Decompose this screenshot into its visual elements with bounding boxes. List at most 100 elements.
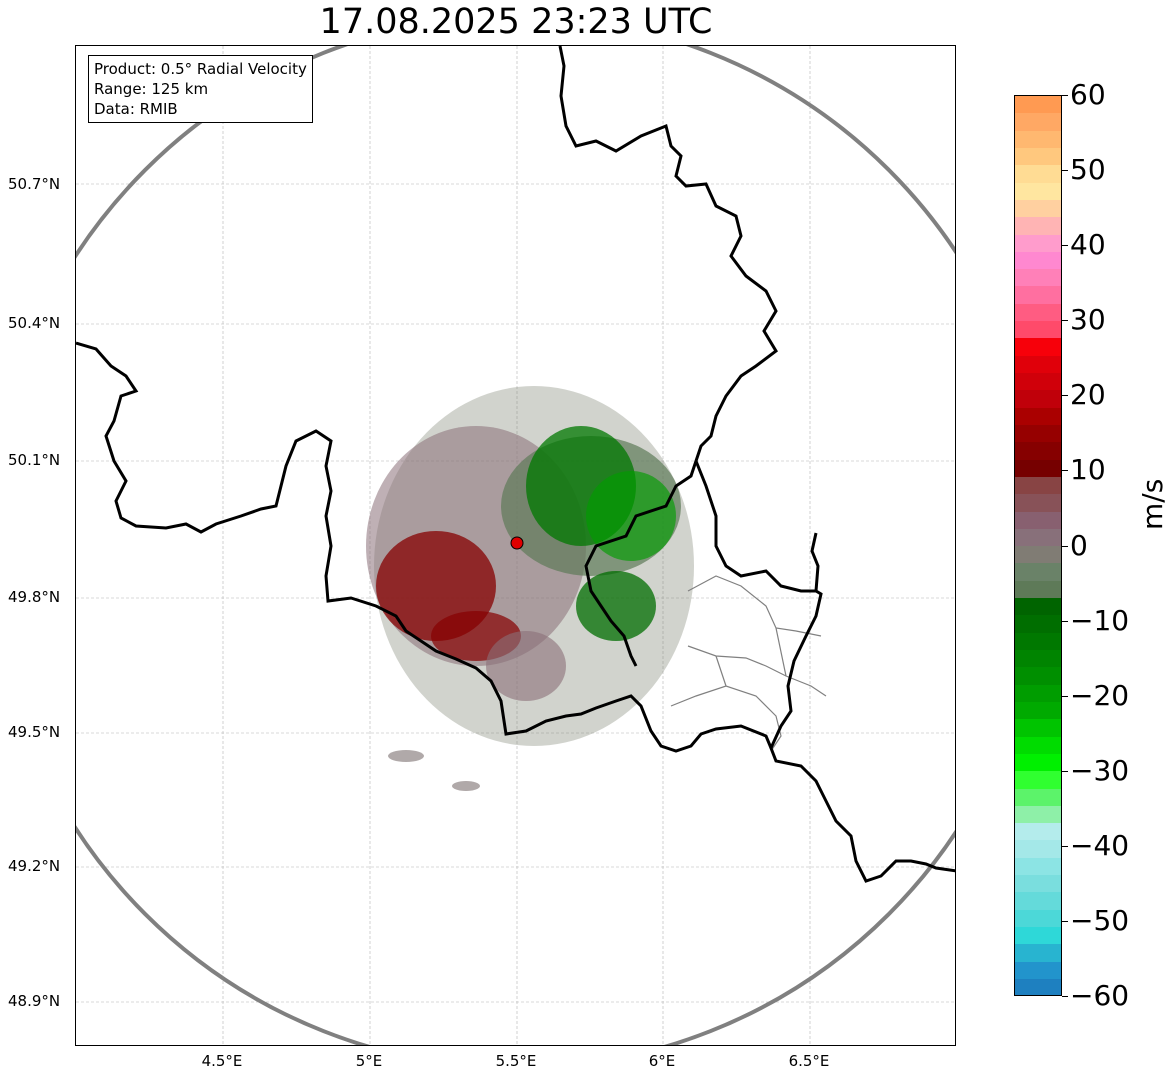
- colorbar-segment: [1015, 130, 1061, 148]
- lat-label-49-2: 49.2°N: [8, 857, 61, 875]
- colorbar-segment: [1015, 615, 1061, 633]
- colorbar-tick-label: 60: [1070, 78, 1106, 111]
- colorbar-segment: [1015, 736, 1061, 754]
- colorbar-segment: [1015, 165, 1061, 183]
- colorbar-segment: [1015, 857, 1061, 876]
- lon-label-5-5: 5.5°E: [495, 1052, 537, 1070]
- colorbar-tick-label: −40: [1070, 828, 1130, 862]
- colorbar-segment: [1015, 961, 1061, 979]
- colorbar-segment: [1015, 701, 1061, 720]
- colorbar-tick: [1062, 545, 1068, 547]
- colorbar-segment: [1015, 476, 1061, 495]
- colorbar-tick-label: −30: [1070, 753, 1130, 787]
- colorbar-segment: [1015, 407, 1061, 425]
- colorbar-segment: [1015, 338, 1061, 356]
- colorbar-tick-label: −50: [1070, 903, 1130, 937]
- lat-label-50-4: 50.4°N: [8, 314, 61, 332]
- colorbar-segment: [1015, 719, 1061, 737]
- colorbar-segment: [1015, 944, 1061, 962]
- colorbar-segment: [1015, 632, 1061, 650]
- colorbar-tick: [1062, 95, 1068, 96]
- colorbar-tick-label: 20: [1070, 378, 1106, 412]
- colorbar-segment: [1015, 373, 1061, 391]
- colorbar-tick-label: 0: [1070, 528, 1088, 562]
- colorbar-tick: [1062, 245, 1068, 247]
- colorbar-tick: [1062, 920, 1068, 922]
- colorbar-segment: [1015, 840, 1061, 858]
- colorbar-segment: [1015, 667, 1061, 685]
- colorbar-segment: [1015, 909, 1061, 927]
- colorbar-unit: m/s: [1136, 478, 1169, 530]
- colorbar-segment: [1015, 113, 1061, 131]
- colorbar-segment: [1015, 424, 1061, 443]
- colorbar-tick: [1062, 470, 1068, 472]
- lon-label-6: 6°E: [648, 1052, 676, 1070]
- radar-site-marker[interactable]: [510, 536, 524, 550]
- colorbar-segment: [1015, 563, 1061, 581]
- radar-map[interactable]: [75, 45, 956, 1046]
- colorbar-segment: [1015, 875, 1061, 893]
- lat-label-49-5: 49.5°N: [8, 723, 61, 741]
- info-legend-box: Product: 0.5° Radial Velocity Range: 125…: [88, 55, 313, 123]
- colorbar-segment: [1015, 892, 1061, 910]
- info-source: Data: RMIB: [94, 100, 178, 118]
- colorbar-segment: [1015, 927, 1061, 945]
- velocity-colorbar: [1014, 95, 1062, 996]
- colorbar-segment: [1015, 251, 1061, 270]
- colorbar-segment: [1015, 771, 1061, 789]
- colorbar-segment: [1015, 528, 1061, 547]
- map-canvas: [76, 46, 955, 1045]
- colorbar-segment: [1015, 199, 1061, 218]
- colorbar-tick: [1062, 395, 1068, 397]
- colorbar-tick: [1062, 845, 1068, 847]
- colorbar-segment: [1015, 217, 1061, 235]
- colorbar-tick-label: 40: [1070, 228, 1106, 262]
- map-title: 17.08.2025 23:23 UTC: [319, 2, 713, 42]
- colorbar-segment: [1015, 494, 1061, 512]
- colorbar-segment: [1015, 598, 1061, 616]
- lat-label-50-1: 50.1°N: [8, 451, 61, 469]
- colorbar-segment: [1015, 650, 1061, 668]
- colorbar-segment: [1015, 753, 1061, 772]
- lat-label-50-7: 50.7°N: [8, 175, 61, 193]
- colorbar-tick-label: −20: [1070, 678, 1130, 712]
- colorbar-segment: [1015, 355, 1061, 373]
- province-boundaries: [670, 575, 827, 752]
- lat-label-49-8: 49.8°N: [8, 588, 61, 606]
- lat-label-48-9: 48.9°N: [8, 992, 61, 1010]
- colorbar-segment: [1015, 303, 1061, 322]
- colorbar-segment: [1015, 442, 1061, 460]
- colorbar-segment: [1015, 286, 1061, 304]
- colorbar-segment: [1015, 580, 1061, 599]
- colorbar-tick: [1062, 620, 1068, 622]
- colorbar-tick-label: 30: [1070, 303, 1106, 337]
- colorbar-segment: [1015, 234, 1061, 252]
- colorbar-segment: [1015, 147, 1061, 166]
- lon-label-6-5: 6.5°E: [788, 1052, 830, 1070]
- lon-label-5: 5°E: [355, 1052, 383, 1070]
- info-range: Range: 125 km: [94, 80, 209, 98]
- colorbar-tick-label: −60: [1070, 979, 1130, 1012]
- colorbar-segment: [1015, 269, 1061, 287]
- colorbar-tick-label: 50: [1070, 153, 1106, 187]
- national-borders: [76, 46, 955, 883]
- radar-echoes: [366, 386, 694, 791]
- colorbar-segment: [1015, 805, 1061, 824]
- colorbar-segment: [1015, 788, 1061, 806]
- colorbar-segment: [1015, 546, 1061, 564]
- colorbar-segment: [1015, 823, 1061, 841]
- colorbar-segment: [1015, 182, 1061, 200]
- colorbar-tick-label: −10: [1070, 603, 1130, 637]
- colorbar-segment: [1015, 978, 1061, 995]
- colorbar-tick: [1062, 320, 1068, 322]
- colorbar-segment: [1015, 96, 1061, 114]
- colorbar-segment: [1015, 511, 1061, 529]
- colorbar-segment: [1015, 321, 1061, 339]
- colorbar-tick: [1062, 695, 1068, 697]
- colorbar-segment: [1015, 684, 1061, 702]
- colorbar-tick-label: 10: [1070, 453, 1106, 487]
- colorbar-segment: [1015, 390, 1061, 408]
- colorbar-segment: [1015, 459, 1061, 477]
- colorbar-tick: [1062, 996, 1068, 997]
- colorbar-tick: [1062, 170, 1068, 172]
